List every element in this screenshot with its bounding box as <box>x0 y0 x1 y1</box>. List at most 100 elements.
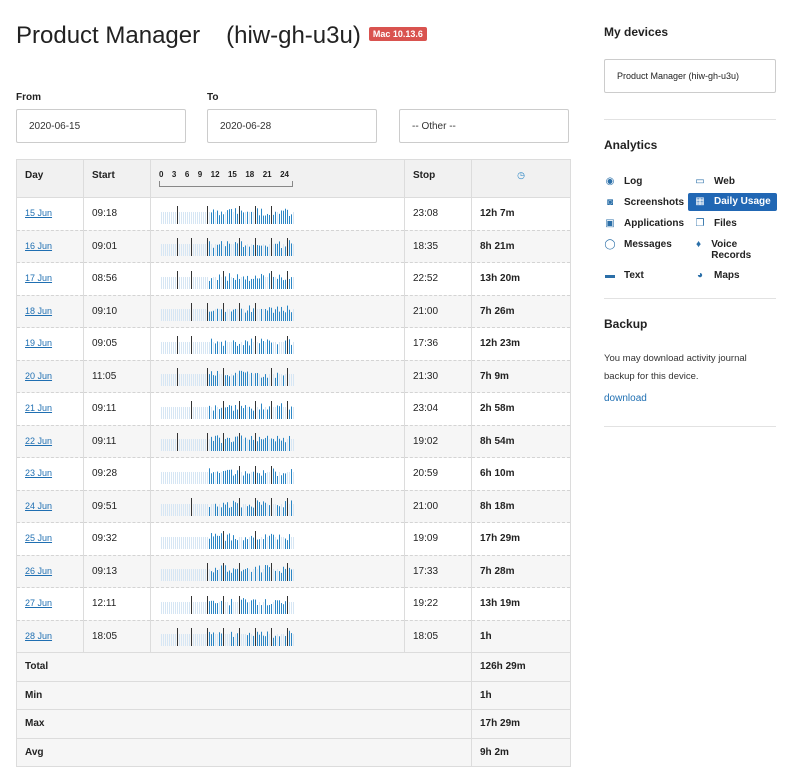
activity-bar <box>199 471 200 484</box>
activity-bar <box>267 631 268 647</box>
activity-bar <box>251 408 252 419</box>
day-link[interactable]: 21 Jun <box>25 403 53 414</box>
activity-bar <box>229 634 230 647</box>
activity-bar <box>187 374 188 387</box>
download-link[interactable]: download <box>604 393 647 404</box>
nav-messages[interactable]: ◯ Messages <box>604 239 671 251</box>
activity-bar <box>233 340 234 354</box>
activity-bar <box>203 601 204 614</box>
activity-bar <box>201 276 202 289</box>
duration-cell: 13h 19m <box>471 587 571 621</box>
activity-bar <box>283 536 284 549</box>
activity-bar <box>217 245 218 257</box>
nav-screenshots[interactable]: ◙ Screenshots <box>604 197 684 209</box>
activity-bar <box>231 540 232 549</box>
activity-bar <box>193 406 194 419</box>
activity-bar <box>231 276 232 289</box>
day-link[interactable]: 27 Jun <box>25 598 53 609</box>
activity-bar <box>195 211 196 224</box>
device-selector[interactable]: Product Manager (hiw-gh-u3u) <box>604 59 776 93</box>
activity-bar <box>227 209 228 224</box>
activity-bar <box>283 406 284 419</box>
activity-bar <box>263 377 264 387</box>
activity-bar <box>161 536 162 549</box>
activity-bar <box>277 306 278 322</box>
day-link[interactable]: 19 Jun <box>25 338 53 349</box>
nav-text[interactable]: ▬ Text <box>604 270 644 282</box>
activity-bar <box>197 276 198 289</box>
day-link[interactable]: 26 Jun <box>25 565 53 576</box>
day-link[interactable]: 23 Jun <box>25 468 53 479</box>
activity-bar <box>165 309 166 322</box>
col-duration[interactable]: ◷ <box>471 159 571 198</box>
activity-bar <box>227 280 228 289</box>
start-cell: 18:05 <box>83 619 151 653</box>
day-link[interactable]: 17 Jun <box>25 273 53 284</box>
nav-files[interactable]: ❐ Files <box>694 218 737 230</box>
activity-bar <box>201 439 202 452</box>
day-link[interactable]: 28 Jun <box>25 630 53 641</box>
nav-maps[interactable]: ◕ Maps <box>694 270 740 282</box>
to-date-input[interactable]: 2020-06-28 <box>207 109 377 143</box>
activity-bar <box>187 634 188 647</box>
period-select[interactable]: -- Other -- <box>399 109 569 143</box>
activity-bar <box>267 377 268 387</box>
session-marker <box>271 465 272 484</box>
activity-bar <box>293 536 294 549</box>
day-link[interactable]: 24 Jun <box>25 500 53 511</box>
activity-bar <box>291 344 292 354</box>
activity-bar <box>281 536 282 549</box>
activity-bar <box>167 601 168 614</box>
day-link[interactable]: 15 Jun <box>25 208 53 219</box>
activity-bar <box>269 273 270 289</box>
activity-bar <box>197 601 198 614</box>
activity-timeline <box>161 530 294 549</box>
session-marker <box>239 433 240 452</box>
activity-bar <box>243 439 244 452</box>
session-marker <box>177 433 178 452</box>
activity-bar <box>241 507 242 517</box>
activity-bar <box>197 634 198 647</box>
day-link[interactable]: 22 Jun <box>25 435 53 446</box>
activity-bar <box>201 634 202 647</box>
nav-daily-usage[interactable]: ▦ Daily Usage <box>688 193 777 211</box>
activity-bar <box>241 241 242 257</box>
activity-bar <box>211 634 212 647</box>
day-link[interactable]: 16 Jun <box>25 240 53 251</box>
nav-voice-records[interactable]: ♦ Voice Records <box>694 239 764 261</box>
nav-web[interactable]: ▭ Web <box>694 176 735 188</box>
day-link[interactable]: 25 Jun <box>25 533 53 544</box>
activity-bar <box>293 406 294 419</box>
activity-bar <box>291 276 292 289</box>
session-marker <box>287 595 288 614</box>
nav-applications[interactable]: ▣ Applications <box>604 218 684 230</box>
activity-bar <box>245 211 246 224</box>
stop-cell: 21:00 <box>404 489 472 523</box>
activity-bar <box>213 572 214 582</box>
activity-bar <box>245 372 246 387</box>
activity-bar <box>161 309 162 322</box>
activity-bar <box>241 276 242 289</box>
session-marker <box>287 400 288 419</box>
activity-bar <box>175 309 176 322</box>
activity-bar <box>251 373 252 387</box>
activity-bar <box>189 601 190 614</box>
col-start[interactable]: Start <box>83 159 151 198</box>
activity-bar <box>187 341 188 354</box>
day-link[interactable]: 18 Jun <box>25 305 53 316</box>
activity-bar <box>225 407 226 419</box>
col-stop[interactable]: Stop <box>404 159 472 198</box>
activity-bar <box>189 341 190 354</box>
activity-bar <box>257 604 258 614</box>
day-link[interactable]: 20 Jun <box>25 370 53 381</box>
nav-log[interactable]: ◉ Log <box>604 176 643 188</box>
activity-bar <box>261 572 262 582</box>
activity-bar <box>283 438 284 452</box>
activity-bar <box>229 469 230 484</box>
activity-bar <box>249 280 250 289</box>
activity-bar <box>163 601 164 614</box>
from-date-input[interactable]: 2020-06-15 <box>16 109 186 143</box>
col-day[interactable]: Day <box>16 159 84 198</box>
activity-bar <box>275 599 276 614</box>
activity-bar <box>235 279 236 289</box>
